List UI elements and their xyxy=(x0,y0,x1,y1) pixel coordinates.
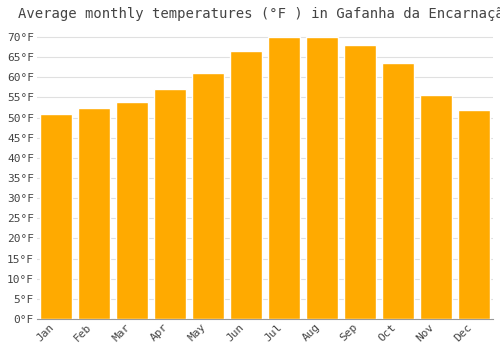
Bar xyxy=(154,90,186,319)
Bar xyxy=(306,37,338,319)
Bar xyxy=(192,74,224,319)
Bar xyxy=(344,45,376,319)
Bar xyxy=(40,114,72,319)
Bar xyxy=(420,96,452,319)
Bar xyxy=(230,51,262,319)
Title: Average monthly temperatures (°F ) in Gafanha da Encarnação: Average monthly temperatures (°F ) in Ga… xyxy=(18,7,500,21)
Bar xyxy=(458,110,490,319)
Bar xyxy=(268,37,300,319)
Bar xyxy=(382,63,414,319)
Bar xyxy=(116,102,148,319)
Bar xyxy=(78,107,110,319)
